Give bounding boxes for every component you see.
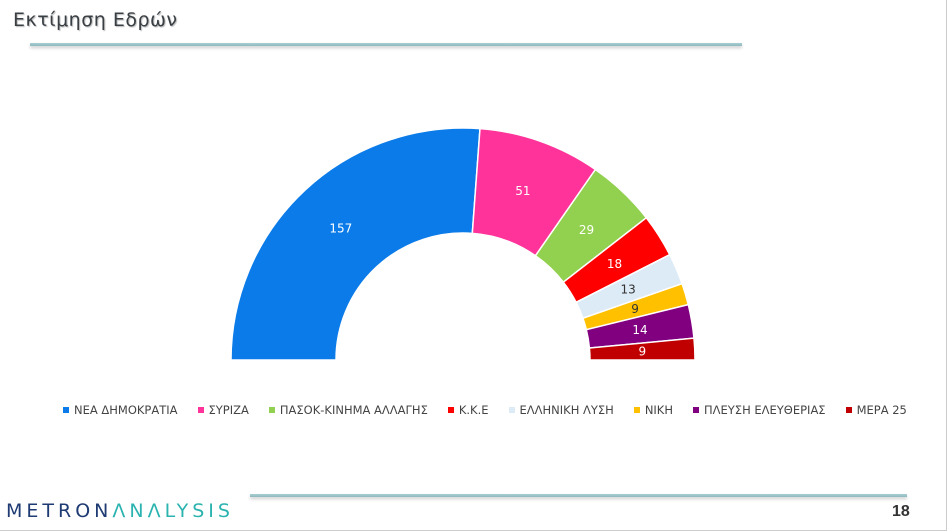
legend-item: ΕΛΛΗΝΙΚΗ ΛΥΣΗ <box>508 403 614 417</box>
data-label-3: 18 <box>607 257 622 271</box>
legend-item: ΠΑΣΟΚ-ΚΙΝΗΜΑ ΑΛΛΑΓΗΣ <box>268 403 428 417</box>
legend-swatch <box>633 407 640 413</box>
data-label-6: 14 <box>632 323 647 337</box>
title-divider <box>30 43 742 46</box>
logo-text-metron: METRON <box>6 500 113 522</box>
legend-item: ΝΕΑ ΔΗΜΟΚΡΑΤΙΑ <box>63 403 178 417</box>
footer-divider <box>250 494 907 497</box>
legend-swatch <box>693 407 699 413</box>
legend-item: ΝΙΚΗ <box>633 403 673 417</box>
legend-label: ΝΙΚΗ <box>644 403 673 417</box>
slice-7 <box>588 337 696 361</box>
legend-item: ΜΕΡΑ 25 <box>845 403 907 417</box>
slice-0 <box>230 127 481 361</box>
legend-label: ΜΕΡΑ 25 <box>856 403 907 417</box>
data-label-4: 13 <box>620 283 635 297</box>
legend-swatch <box>845 407 852 413</box>
legend-label: Κ.Κ.Ε <box>458 403 489 417</box>
data-label-2: 29 <box>579 223 594 237</box>
legend-item: ΠΛΕΥΣΗ ΕΛΕΥΘΕΡΙΑΣ <box>693 403 826 417</box>
data-label-5: 9 <box>631 302 639 316</box>
legend-label: ΠΑΣΟΚ-ΚΙΝΗΜΑ ΑΛΛΑΓΗΣ <box>279 403 428 417</box>
logo-text-analysis: ΛNΛLYSIS <box>112 500 234 522</box>
legend-label: ΝΕΑ ΔΗΜΟΚΡΑΤΙΑ <box>74 403 178 417</box>
legend-item: ΣΥΡΙΖΑ <box>197 403 249 417</box>
legend-swatch <box>508 407 515 413</box>
seat-chart: 157 51 29 18 13 9 14 9 <box>230 127 696 361</box>
data-label-7: 9 <box>638 345 646 359</box>
legend-label: ΣΥΡΙΖΑ <box>208 403 249 417</box>
legend-swatch <box>268 407 275 413</box>
legend-item: Κ.Κ.Ε <box>447 403 489 417</box>
legend-label: ΕΛΛΗΝΙΚΗ ΛΥΣΗ <box>519 403 614 417</box>
legend-swatch <box>197 407 204 413</box>
page-title: Εκτίμηση Εδρών <box>13 9 178 31</box>
chart-legend: ΝΕΑ ΔΗΜΟΚΡΑΤΙΑ ΣΥΡΙΖΑ ΠΑΣΟΚ-ΚΙΝΗΜΑ ΑΛΛΑΓΗΣ… <box>63 403 927 417</box>
legend-swatch <box>447 407 454 413</box>
legend-label: ΠΛΕΥΣΗ ΕΛΕΥΘΕΡΙΑΣ <box>704 403 826 417</box>
data-label-1: 51 <box>515 184 530 198</box>
page-number: 18 <box>892 503 910 520</box>
metron-analysis-logo: METRONΛNΛLYSIS <box>6 500 234 522</box>
legend-swatch <box>63 407 69 413</box>
data-label-0: 157 <box>329 222 352 236</box>
